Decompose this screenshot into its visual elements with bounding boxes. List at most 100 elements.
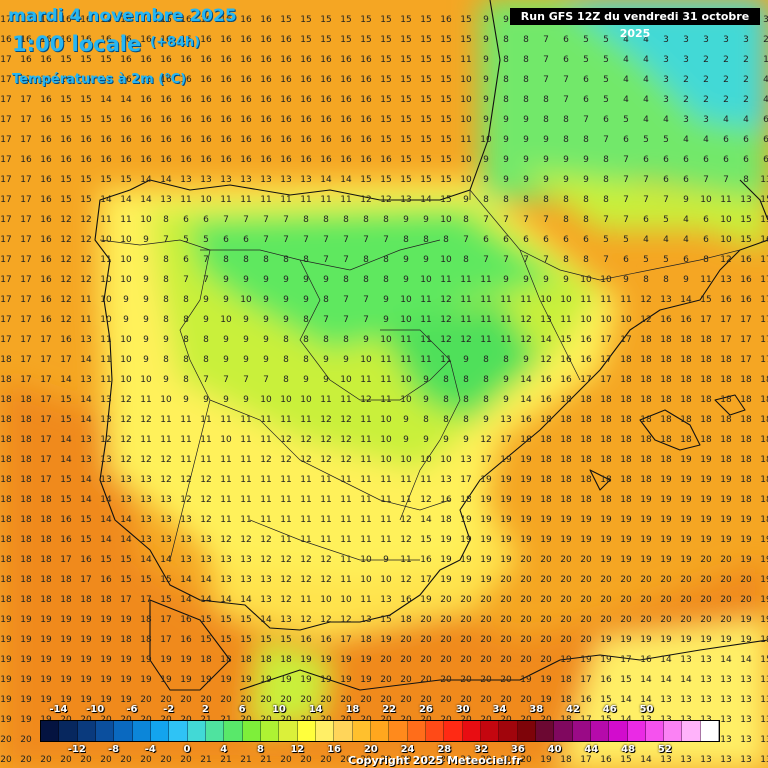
grid-value: 16 <box>180 115 192 125</box>
grid-value: 13 <box>540 315 551 325</box>
grid-value: 9 <box>383 555 389 565</box>
grid-value: 11 <box>380 515 391 525</box>
grid-value: 13 <box>160 495 171 505</box>
grid-value: 18 <box>20 575 32 585</box>
grid-value: 18 <box>560 695 572 705</box>
grid-value: 6 <box>623 135 629 145</box>
legend-swatch <box>645 721 665 741</box>
grid-value: 12 <box>340 455 351 465</box>
grid-value: 11 <box>340 515 351 525</box>
grid-value: 16 <box>580 695 592 705</box>
grid-value: 8 <box>303 315 309 325</box>
grid-value: 11 <box>340 535 351 545</box>
grid-value: 10 <box>420 275 432 285</box>
grid-value: 17 <box>40 475 51 485</box>
grid-value: 20 <box>680 615 692 625</box>
grid-value: 18 <box>0 555 12 565</box>
grid-value: 18 <box>760 455 768 465</box>
grid-value: 11 <box>480 295 491 305</box>
grid-value: 11 <box>240 455 251 465</box>
grid-value: 19 <box>420 595 432 605</box>
grid-value: 19 <box>100 615 112 625</box>
grid-value: 5 <box>583 55 589 65</box>
grid-value: 19 <box>580 655 592 665</box>
grid-value: 20 <box>500 575 512 585</box>
grid-value: 15 <box>380 15 391 25</box>
grid-value: 20 <box>280 695 292 705</box>
grid-value: 8 <box>603 155 609 165</box>
grid-value: 12 <box>280 595 291 605</box>
legend-label-top: 6 <box>238 704 246 715</box>
grid-value: 10 <box>200 195 212 205</box>
legend-label-top: -14 <box>49 704 68 715</box>
grid-value: 8 <box>523 35 529 45</box>
grid-value: 12 <box>320 575 331 585</box>
grid-value: 17 <box>740 335 751 345</box>
grid-value: 15 <box>100 75 111 85</box>
grid-value: 17 <box>20 315 31 325</box>
legend-label-bottom: 4 <box>220 744 228 755</box>
grid-value: 19 <box>760 555 768 565</box>
grid-value: 8 <box>463 215 469 225</box>
grid-value: 17 <box>20 195 31 205</box>
grid-value: 15 <box>200 615 211 625</box>
grid-value: 6 <box>243 235 249 245</box>
grid-value: 16 <box>520 415 532 425</box>
grid-value: 9 <box>223 275 229 285</box>
grid-value: 18 <box>600 495 612 505</box>
grid-value: 9 <box>483 55 489 65</box>
grid-value: 10 <box>120 235 132 245</box>
grid-value: 16 <box>600 675 612 685</box>
grid-value: 16 <box>140 15 152 25</box>
grid-value: 19 <box>0 675 12 685</box>
grid-value: 4 <box>623 95 629 105</box>
grid-value: 11 <box>460 135 471 145</box>
grid-value: 12 <box>320 555 331 565</box>
grid-value: 16 <box>320 115 332 125</box>
grid-value: 16 <box>220 35 232 45</box>
grid-value: 16 <box>180 635 192 645</box>
grid-value: 19 <box>100 655 112 665</box>
grid-value: 8 <box>303 215 309 225</box>
grid-value: 11 <box>260 495 271 505</box>
grid-value: 8 <box>543 115 549 125</box>
legend-label-bottom: -8 <box>107 744 120 755</box>
grid-value: 18 <box>400 615 412 625</box>
grid-value: 13 <box>220 175 231 185</box>
grid-value: 6 <box>703 155 709 165</box>
grid-value: 5 <box>583 35 589 45</box>
grid-value: 19 <box>0 615 12 625</box>
grid-value: 10 <box>240 295 252 305</box>
grid-value: 8 <box>343 335 349 345</box>
grid-value: 19 <box>80 635 92 645</box>
grid-value: 19 <box>560 655 572 665</box>
grid-value: 18 <box>0 455 12 465</box>
grid-value: 9 <box>523 155 529 165</box>
grid-value: 18 <box>680 355 692 365</box>
grid-value: 17 <box>0 235 11 245</box>
grid-value: 16 <box>40 295 52 305</box>
legend-label-bottom: -4 <box>144 744 156 755</box>
grid-value: 20 <box>200 695 212 705</box>
legend-swatch <box>242 721 261 741</box>
grid-value: 14 <box>100 495 112 505</box>
grid-value: 9 <box>523 135 529 145</box>
grid-value: 13 <box>80 375 91 385</box>
grid-value: 16 <box>140 135 152 145</box>
grid-value: 11 <box>160 415 171 425</box>
grid-value: 9 <box>143 315 149 325</box>
legend-swatch <box>627 721 646 741</box>
grid-value: 19 <box>740 555 752 565</box>
grid-value: 19 <box>680 495 692 505</box>
grid-value: 18 <box>700 415 712 425</box>
legend-label-bottom: 28 <box>437 744 452 755</box>
grid-value: 9 <box>563 155 569 165</box>
legend-swatch <box>425 721 445 741</box>
grid-value: 11 <box>360 475 371 485</box>
grid-value: 11 <box>300 515 311 525</box>
grid-value: 20 <box>520 755 532 765</box>
grid-value: 20 <box>540 635 552 645</box>
grid-value: 9 <box>343 355 349 365</box>
legend-swatch <box>187 721 206 741</box>
grid-value: 11 <box>280 415 291 425</box>
